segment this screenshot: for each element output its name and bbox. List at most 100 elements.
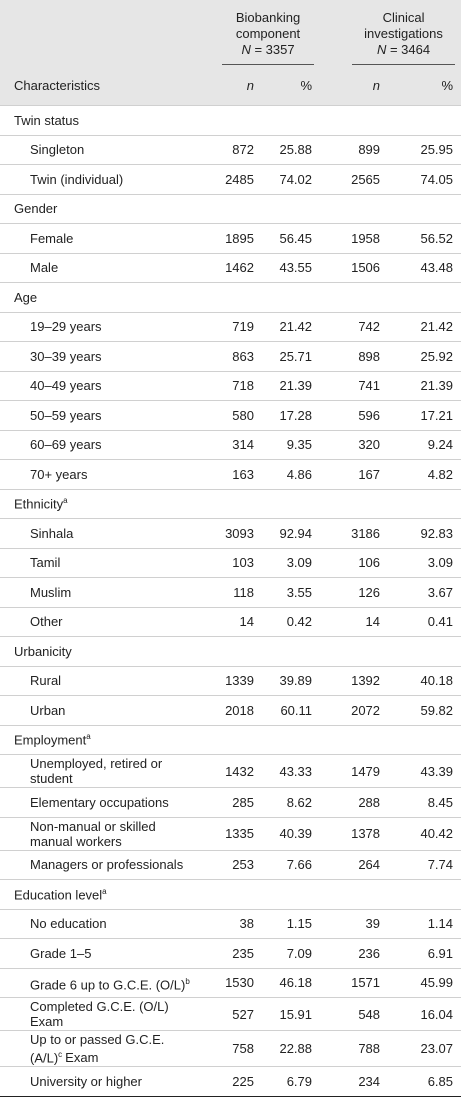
value-cell: 285 — [232, 794, 254, 810]
section-row: Employmenta — [0, 725, 461, 755]
section-title: Age — [14, 289, 38, 305]
value-cell: 1.15 — [286, 916, 313, 932]
section-cell: Urbanicity — [0, 637, 461, 667]
value-cell: 1339 — [225, 673, 254, 689]
section-cell: Ethnicitya — [0, 489, 461, 519]
value-cell: 14 — [365, 614, 381, 630]
value-cell: 596 — [358, 407, 381, 423]
label-text: 30–39 years — [30, 348, 102, 364]
data-row: Tamil 103 3.09 106 3.09 — [0, 548, 461, 578]
row-label: Other — [30, 614, 196, 629]
value-cell: 527 — [232, 1006, 254, 1022]
data-row: Twin (individual) 2485 74.02 2565 74.05 — [0, 164, 461, 195]
data-row: Managers or professionals 253 7.66 264 7.74 — [0, 850, 461, 880]
row-label: Managers or professionals — [30, 857, 196, 872]
n-text: = 3357 — [254, 42, 295, 57]
value-cell: 17.28 — [279, 407, 313, 423]
value-cell: 1.14 — [427, 916, 454, 932]
value-cell: 898 — [358, 348, 381, 364]
section-title: Education level — [14, 886, 103, 902]
row-label-cell: 60–69 years — [0, 430, 214, 460]
row-label-cell: Grade 1–5 — [0, 939, 214, 969]
value-cell: 4.82 — [427, 466, 454, 482]
value-cell: 3.67 — [427, 584, 454, 600]
group-title: Clinical investigations — [364, 10, 443, 41]
label-text: Other — [30, 614, 63, 630]
section-row: Age — [0, 282, 461, 313]
value-cell: 718 — [232, 378, 254, 394]
section-row: Urbanicity — [0, 636, 461, 667]
value-cell: 1895 — [225, 230, 254, 246]
row-label-cell: Sinhala — [0, 519, 214, 549]
value-cell: 43.33 — [279, 763, 313, 779]
value-cell: 225 — [232, 1074, 254, 1090]
row-label-cell: Muslim — [0, 578, 214, 608]
value-cell: 40.42 — [420, 826, 454, 841]
section-row: Twin status — [0, 105, 461, 136]
row-label-cell: Elementary occupations — [0, 788, 214, 818]
value-cell: 7.74 — [427, 857, 454, 873]
row-label-cell: 50–59 years — [0, 401, 214, 431]
row-label: 30–39 years — [30, 349, 196, 364]
row-label-cell: Managers or professionals — [0, 850, 214, 880]
value-cell: 21.39 — [420, 378, 454, 394]
value-cell: 899 — [358, 142, 381, 158]
row-label: Rural — [30, 673, 196, 688]
value-cell: 1335 — [225, 826, 254, 841]
table-body: Twin status Singleton 872 25.88 899 25.95 Twin… — [0, 105, 461, 1097]
row-label: Muslim — [30, 585, 196, 600]
row-label: 70+ years — [30, 467, 196, 482]
label-text: Grade 1–5 — [30, 945, 92, 961]
row-label: Singleton — [30, 142, 196, 157]
value-cell: 2072 — [351, 702, 381, 718]
row-label-cell: 40–49 years — [0, 371, 214, 401]
value-cell: 118 — [233, 584, 254, 600]
value-cell: 43.55 — [279, 260, 313, 276]
column-header: Characteristics — [14, 77, 100, 93]
row-label: 19–29 years — [30, 319, 196, 334]
value-cell: 1506 — [351, 260, 381, 276]
value-cell: 60.11 — [280, 702, 313, 718]
value-cell: 314 — [232, 437, 254, 453]
label-text: 50–59 years — [30, 407, 102, 423]
row-label-cell: Singleton — [0, 135, 214, 165]
row-label: Elementary occupations — [30, 795, 196, 810]
data-row: Urban 2018 60.11 2072 59.82 — [0, 695, 461, 726]
column-row: Characteristics n % n % — [0, 65, 461, 106]
value-cell: 15.91 — [279, 1006, 313, 1022]
value-cell: 14 — [239, 614, 254, 630]
value-cell: 719 — [232, 319, 254, 335]
row-label-cell: University or higher — [0, 1067, 214, 1097]
label-text: Sinhala — [30, 525, 74, 541]
footnote-mark: a — [86, 732, 91, 742]
data-row: 40–49 years 718 21.39 741 21.39 — [0, 371, 461, 401]
footnote-mark: c — [58, 1050, 63, 1059]
label-text: Female — [30, 230, 74, 246]
value-cell: 0.42 — [286, 614, 313, 630]
data-row: Grade 1–5 235 7.09 236 6.91 — [0, 938, 461, 969]
row-label: No education — [30, 916, 196, 931]
value-cell: 4.86 — [286, 466, 313, 482]
group-row: Biobanking component N = 3357 Clinical in… — [0, 0, 461, 65]
value-cell: 25.95 — [420, 142, 454, 158]
row-label-cell: Up to or passed G.C.E. (A/L)c Exam — [0, 1031, 214, 1067]
value-cell: 23.07 — [420, 1041, 454, 1057]
footnote-mark: a — [63, 496, 68, 506]
column-header: % — [300, 77, 313, 93]
value-cell: 235 — [232, 945, 254, 961]
value-cell: 92.94 — [279, 525, 313, 541]
value-cell: 46.18 — [279, 975, 313, 991]
label-text: Non-manual or skilled manual workers — [30, 818, 156, 849]
value-cell: 9.35 — [286, 437, 313, 453]
column-header: n — [246, 77, 254, 93]
value-cell: 25.92 — [420, 348, 454, 364]
data-row: 50–59 years 580 17.28 596 17.21 — [0, 400, 461, 431]
value-cell: 40.18 — [420, 673, 454, 689]
data-row: Elementary occupations 285 8.62 288 8.45 — [0, 787, 461, 818]
value-cell: 863 — [232, 348, 254, 364]
value-cell: 9.24 — [427, 437, 454, 453]
value-cell: 0.41 — [427, 614, 454, 630]
value-cell: 741 — [358, 378, 381, 394]
label-text: Unemployed, retired or student — [30, 756, 163, 786]
label-text: Twin (individual) — [30, 171, 124, 187]
